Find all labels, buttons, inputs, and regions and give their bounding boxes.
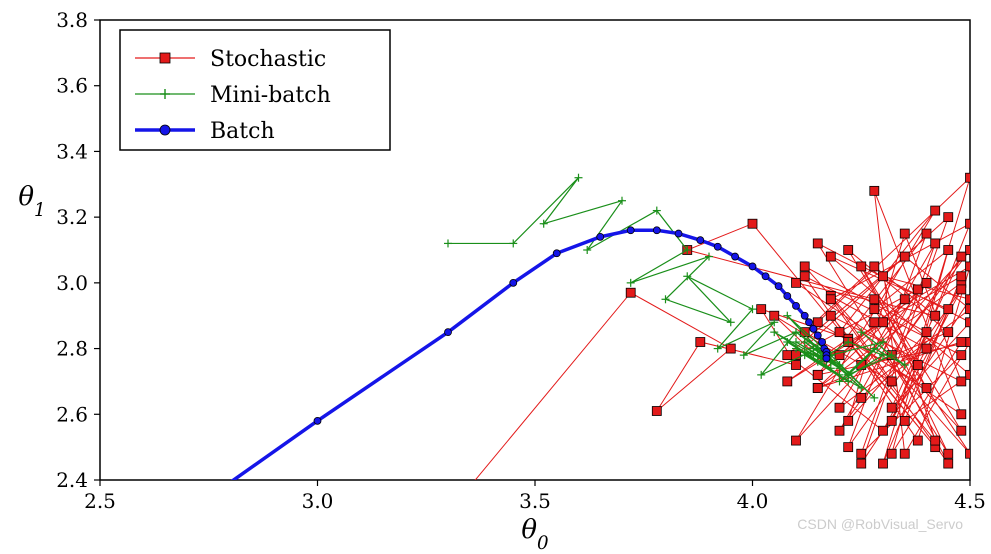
svg-text:3.6: 3.6	[56, 74, 88, 98]
svg-text:3.0: 3.0	[302, 489, 334, 513]
svg-text:3.0: 3.0	[56, 271, 88, 295]
chart-container: 2.53.03.54.04.52.42.62.83.03.23.43.63.8θ…	[0, 0, 991, 554]
svg-text:4.5: 4.5	[954, 489, 986, 513]
svg-text:2.8: 2.8	[56, 337, 88, 361]
svg-text:3.5: 3.5	[519, 489, 551, 513]
svg-text:2.5: 2.5	[84, 489, 116, 513]
svg-text:3.2: 3.2	[56, 205, 88, 229]
svg-text:2.6: 2.6	[56, 402, 88, 426]
svg-text:3.4: 3.4	[56, 139, 88, 163]
svg-text:4.0: 4.0	[737, 489, 769, 513]
chart-svg: 2.53.03.54.04.52.42.62.83.03.23.43.63.8θ…	[0, 0, 991, 550]
svg-text:3.8: 3.8	[56, 8, 88, 32]
svg-text:Stochastic: Stochastic	[210, 47, 326, 72]
svg-text:Batch: Batch	[210, 119, 275, 144]
svg-text:Mini-batch: Mini-batch	[210, 83, 331, 108]
svg-text:2.4: 2.4	[56, 468, 88, 492]
